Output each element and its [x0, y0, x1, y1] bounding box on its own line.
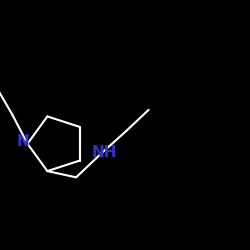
Text: NH: NH: [91, 145, 117, 160]
Text: N: N: [16, 134, 30, 149]
